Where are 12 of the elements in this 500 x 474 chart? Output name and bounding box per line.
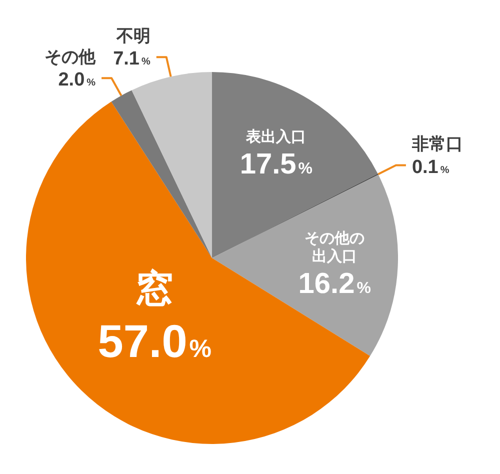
slice-label: その他の出入口 — [304, 230, 365, 265]
data-label: 17.5% — [240, 148, 313, 181]
slice-label: 窓 — [136, 268, 174, 311]
data-label: 57.0% — [98, 314, 212, 367]
data-label: 0.1% — [412, 156, 450, 178]
slice-label: 表出入口 — [245, 128, 306, 146]
data-label: 7.1% — [113, 48, 150, 70]
data-label: 2.0% — [58, 70, 96, 91]
data-label: 16.2% — [298, 268, 371, 300]
slice-label: その他 — [44, 47, 97, 66]
slice-label: 不明 — [115, 26, 150, 46]
slice-label: 非常口 — [410, 134, 463, 154]
